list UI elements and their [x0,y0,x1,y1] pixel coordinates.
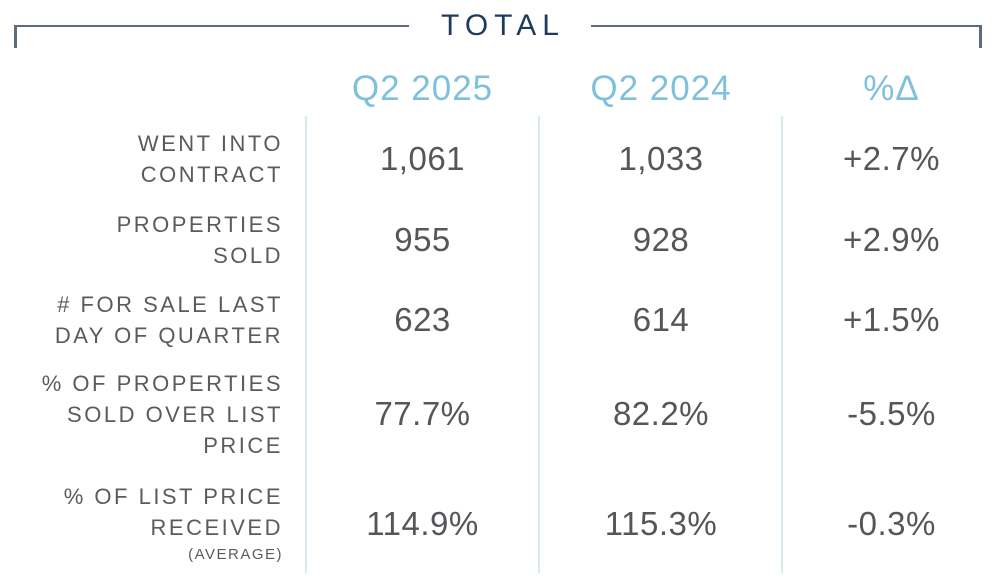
row-label-line: RECEIVED [150,515,283,540]
column-header-q2-2025: Q2 2025 [351,69,494,108]
row-label-line: PROPERTIES [116,212,283,237]
table-body: WENT INTO CONTRACT 1,061 1,033 +2.7% PRO… [0,118,1000,579]
row-label-line: SOLD OVER LIST [67,401,283,427]
row-sublabel-average: (AVERAGE) [188,546,283,563]
row-label-line: DAY OF QUARTER [54,323,283,348]
row-label: % OF PROPERTIES SOLD OVER LIST PRICE [0,368,306,461]
value-pct-delta: +1.5% [843,301,940,338]
column-divider-3 [781,116,783,573]
row-label-line: SOLD [213,243,283,268]
value-q2-2025: 1,061 [379,140,466,177]
table-row-went-into-contract: WENT INTO CONTRACT 1,061 1,033 +2.7% [0,118,1000,200]
row-label: # FOR SALE LAST DAY OF QUARTER [0,289,306,351]
column-header-pct-delta: %Δ [863,69,920,108]
row-label: % OF LIST PRICE RECEIVED (AVERAGE) [0,481,306,566]
value-pct-delta: +2.7% [843,140,940,177]
table-row-sold-over-list-price: % OF PROPERTIES SOLD OVER LIST PRICE 77.… [0,360,1000,468]
value-pct-delta: +2.9% [843,221,940,258]
value-q2-2025: 77.7% [374,395,471,432]
value-q2-2024: 115.3% [604,504,718,542]
row-label-line: CONTRACT [140,162,283,187]
column-divider-2 [538,116,540,573]
row-label-line: # FOR SALE LAST [57,292,283,317]
value-q2-2024: 614 [632,301,690,338]
table-row-list-price-received: % OF LIST PRICE RECEIVED (AVERAGE) 114.9… [0,468,1000,579]
row-label-line: WENT INTO [137,131,283,156]
row-label-line: % OF PROPERTIES [41,370,283,396]
value-q2-2024: 82.2% [612,395,710,432]
value-q2-2025: 955 [394,221,451,258]
row-label: WENT INTO CONTRACT [0,128,306,190]
value-pct-delta: -0.3% [847,504,936,542]
value-q2-2024: 928 [632,221,690,258]
column-header-q2-2024: Q2 2024 [590,69,732,108]
table-row-properties-sold: PROPERTIES SOLD 955 928 +2.9% [0,200,1000,280]
value-q2-2025: 114.9% [366,504,479,542]
value-q2-2024: 1,033 [618,140,704,177]
row-label: PROPERTIES SOLD [0,209,306,271]
value-pct-delta: -5.5% [847,395,936,432]
column-divider-1 [305,116,307,573]
page-title: TOTAL [409,7,591,45]
row-label-line: % OF LIST PRICE [63,484,283,509]
row-label-line: PRICE [203,432,283,458]
column-headers: Q2 2025 Q2 2024 %Δ [0,66,1000,112]
value-q2-2025: 623 [394,301,451,338]
table-row-for-sale-last-day: # FOR SALE LAST DAY OF QUARTER 623 614 +… [0,280,1000,360]
